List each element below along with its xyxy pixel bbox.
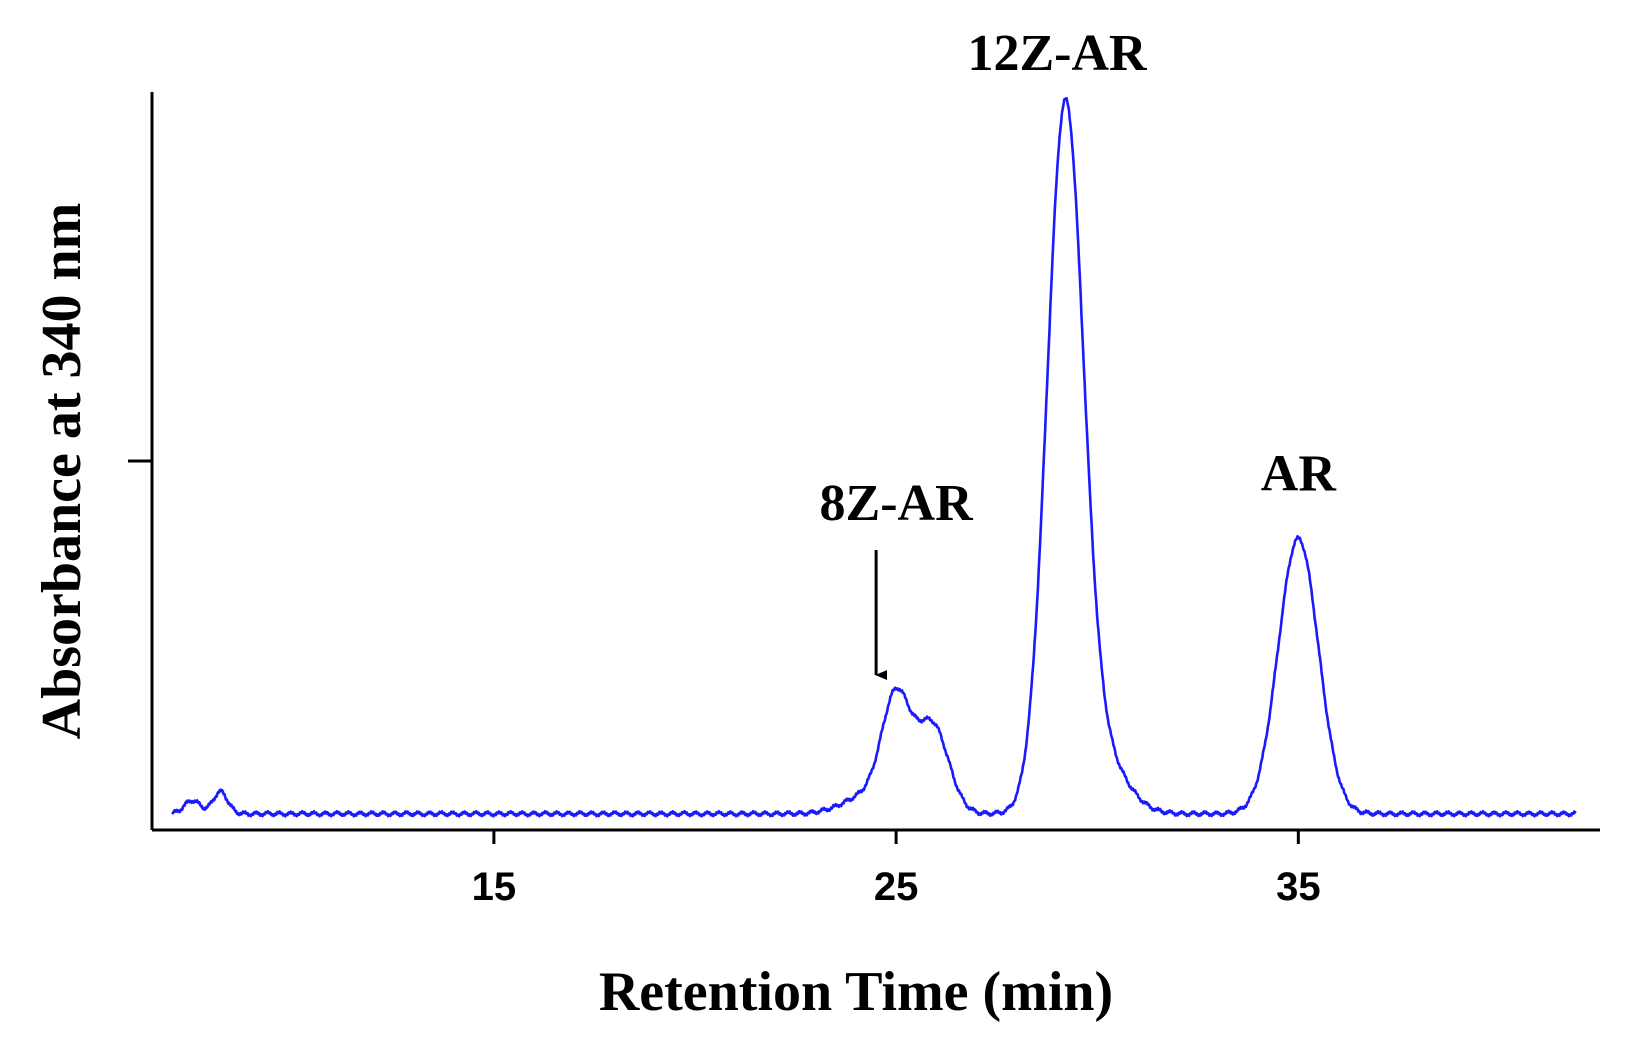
x-tick-label: 35: [1276, 865, 1321, 909]
peak-label: AR: [1261, 446, 1338, 503]
peak-label: 12Z-AR: [967, 25, 1148, 82]
series-line: [171, 96, 1577, 818]
peak-annotations: 8Z-AR 12Z-AR AR: [820, 25, 1338, 681]
x-tick-label: 15: [472, 865, 517, 909]
x-axis-title: Retention Time (min): [599, 961, 1113, 1023]
x-ticks: 15 25 35: [472, 830, 1321, 909]
y-axis-title: Absorbance at 340 nm: [31, 203, 93, 740]
peak-label: 8Z-AR: [820, 475, 975, 532]
x-tick-label: 25: [874, 865, 919, 909]
